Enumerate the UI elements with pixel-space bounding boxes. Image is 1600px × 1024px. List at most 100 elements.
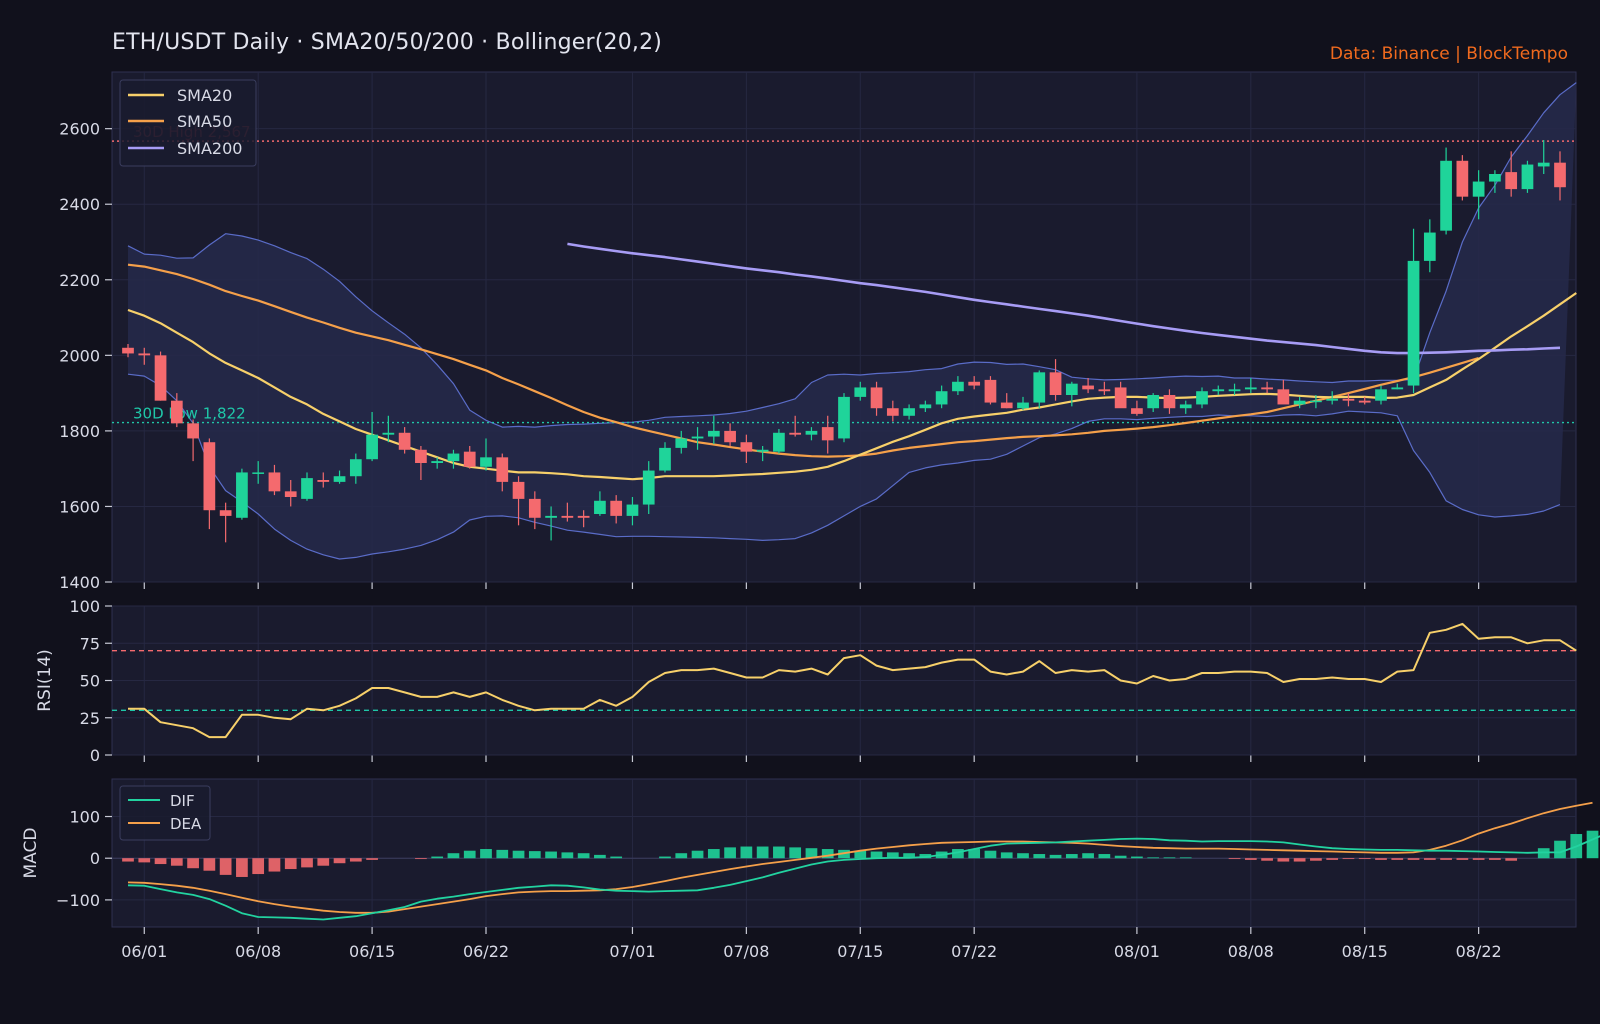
macd-histogram-bar — [1440, 858, 1452, 860]
candle-body — [805, 430, 818, 435]
macd-histogram-bar — [545, 851, 557, 859]
macd-histogram-bar — [1391, 858, 1404, 860]
candle-body — [1261, 387, 1273, 390]
macd-histogram-bar — [968, 849, 981, 859]
candle-body — [1179, 404, 1192, 409]
candle-body — [187, 423, 199, 439]
macd-histogram-bar — [870, 851, 883, 859]
macd-histogram-bar — [675, 853, 688, 859]
candle-body — [1065, 383, 1078, 395]
candle-body — [284, 491, 297, 497]
macd-histogram-bar — [707, 849, 720, 859]
macd-histogram-bar — [1358, 858, 1371, 860]
candle-body — [1147, 395, 1160, 409]
macd-histogram-bar — [789, 847, 802, 859]
macd-histogram-bar — [301, 858, 313, 868]
candle-body — [1131, 408, 1143, 414]
macd-histogram-bar — [496, 849, 509, 859]
candle-body — [1505, 172, 1518, 190]
sma200-line — [567, 242, 1561, 355]
macd-histogram-bar — [1082, 853, 1094, 859]
candle-body — [1196, 391, 1208, 405]
macd-histogram-bar — [1293, 858, 1306, 862]
macd-histogram-bar — [1261, 858, 1273, 861]
candle-body — [724, 430, 736, 443]
macd-histogram-bar — [236, 858, 248, 877]
candle-body — [919, 404, 932, 409]
macd-histogram-bar — [1000, 852, 1013, 859]
price-legend-label-1: SMA50 — [177, 112, 232, 131]
macd-histogram-bar — [268, 858, 281, 872]
macd-histogram-bar — [1163, 857, 1176, 859]
rsi-line — [128, 622, 1577, 739]
macd-histogram-bar — [1277, 858, 1290, 862]
macd-ytick-label-0: −100 — [56, 891, 100, 910]
x-tick-label-0: 06/01 — [121, 942, 167, 961]
price-legend-box — [119, 79, 257, 167]
candle-body — [528, 498, 541, 518]
price-ytick-label-4: 2200 — [59, 271, 100, 290]
low-30d-label: 30D Low 1,822 — [133, 405, 246, 423]
candle-body — [268, 472, 281, 492]
candle-body — [1342, 398, 1355, 401]
rsi-ytick-label-2: 50 — [80, 672, 100, 691]
macd-histogram-bar — [1407, 858, 1420, 860]
candle-body — [659, 447, 671, 471]
macd-histogram-bar — [154, 858, 167, 865]
x-tick-label-10: 08/15 — [1342, 942, 1388, 961]
x-tick-label-5: 07/08 — [723, 942, 769, 961]
candle-body — [170, 400, 183, 424]
x-tick-label-1: 06/08 — [235, 942, 281, 961]
candle-body — [317, 480, 330, 482]
candle-body — [675, 438, 688, 448]
price-ytick-label-5: 2400 — [59, 195, 100, 214]
candle-body — [1098, 389, 1111, 392]
candle-body — [626, 504, 639, 516]
candle-body — [1114, 387, 1127, 409]
candle-body — [1472, 181, 1485, 197]
macd-histogram-bar — [1489, 858, 1501, 860]
candle-body — [349, 459, 362, 477]
macd-histogram-bar — [1586, 830, 1599, 859]
candle-body — [447, 453, 460, 462]
macd-histogram-bar — [561, 852, 574, 859]
macd-histogram-bar — [1326, 858, 1339, 860]
macd-histogram-bar — [317, 858, 330, 866]
macd-histogram-bar — [886, 852, 899, 859]
candle-body — [740, 442, 753, 452]
price-legend-label-2: SMA200 — [177, 139, 242, 158]
price-ytick-label-3: 2000 — [59, 346, 100, 365]
candle-body — [594, 500, 606, 514]
candle-body — [480, 457, 492, 467]
candle-body — [154, 355, 167, 401]
candle-body — [1017, 402, 1029, 409]
candle-body — [935, 391, 948, 405]
candle-body — [1293, 400, 1306, 405]
candle-body — [642, 470, 655, 505]
macd-histogram-bar — [1147, 857, 1160, 859]
macd-histogram-bar — [1228, 858, 1241, 860]
candle-body — [691, 436, 704, 439]
macd-histogram-bar — [1017, 853, 1029, 859]
macd-histogram-bar — [903, 853, 915, 859]
candle-body — [756, 449, 769, 452]
macd-histogram-bar — [1049, 854, 1062, 859]
macd-dif-line — [127, 835, 1600, 921]
candle-body — [1391, 387, 1404, 390]
rsi-ytick-label-0: 0 — [90, 746, 100, 765]
candle-body — [1212, 389, 1225, 392]
candle-body — [1163, 395, 1176, 409]
macd-histogram-bar — [284, 858, 297, 870]
candle-body — [984, 379, 997, 403]
x-tick-label-2: 06/15 — [349, 942, 395, 961]
sma20-line — [127, 292, 1577, 481]
macd-histogram-bar — [1033, 854, 1046, 859]
candle-body — [366, 434, 378, 460]
candle-body — [545, 515, 557, 518]
macd-ytick-label-2: 100 — [69, 808, 100, 827]
candle-body — [821, 427, 834, 441]
macd-histogram-bar — [1244, 858, 1257, 860]
candle-body — [707, 430, 720, 437]
candle-body — [903, 408, 915, 416]
macd-histogram-bar — [415, 858, 427, 860]
